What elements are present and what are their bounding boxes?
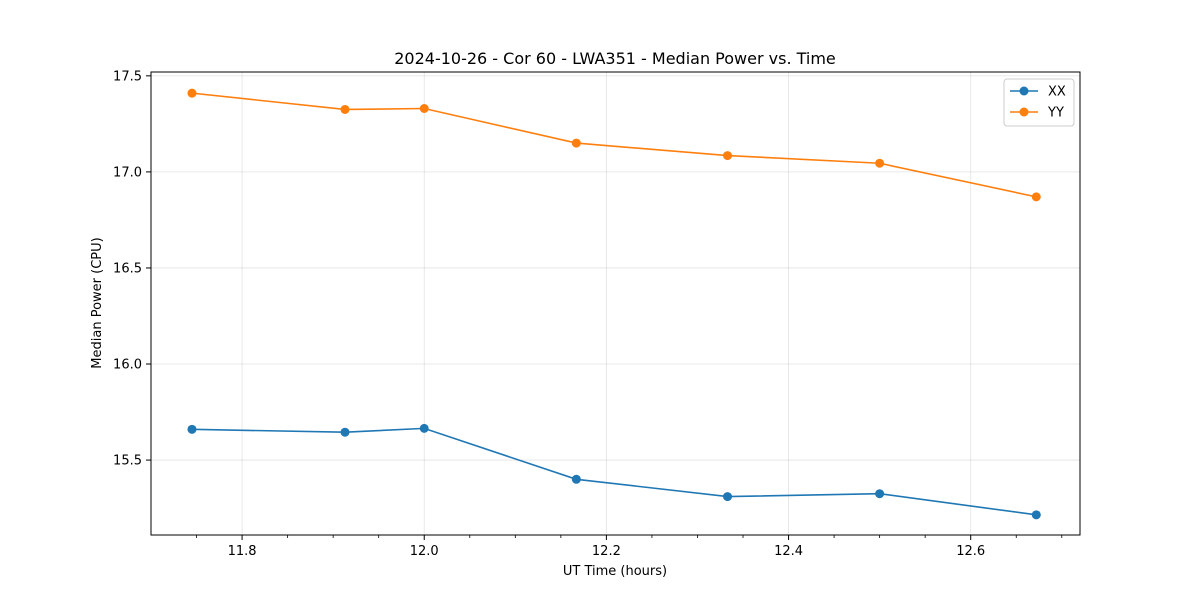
data-point-xx <box>875 489 885 499</box>
y-tick-label: 17.5 <box>113 69 142 84</box>
data-point-yy <box>1031 192 1041 202</box>
data-point-yy <box>723 151 733 161</box>
series-line-xx <box>191 427 1037 516</box>
data-point-yy <box>187 88 197 98</box>
series-layer <box>187 88 1041 520</box>
x-tick-label: 11.8 <box>228 544 257 559</box>
y-tick-label: 16.0 <box>113 358 142 373</box>
x-axis-ticks: 11.8 12.0 12.2 12.4 12.6 <box>196 535 1063 559</box>
x-axis-label: UT Time (hours) <box>563 564 667 579</box>
data-point-xx <box>1031 510 1041 520</box>
data-point-xx <box>340 427 350 437</box>
data-point-yy <box>419 104 429 114</box>
grid <box>151 72 1080 535</box>
data-point-yy <box>875 158 885 168</box>
legend-marker-xx <box>1019 86 1029 96</box>
legend-marker-yy <box>1019 107 1029 117</box>
data-point-yy <box>571 138 581 148</box>
legend-label-yy: YY <box>1047 106 1064 121</box>
y-tick-label: 17.0 <box>113 165 142 180</box>
y-axis-label: Median Power (CPU) <box>90 237 105 368</box>
series-line-yy <box>191 92 1037 198</box>
data-point-xx <box>419 423 429 433</box>
data-point-yy <box>340 104 350 114</box>
legend: XX YY <box>1003 78 1075 127</box>
y-tick-label: 16.5 <box>113 261 142 276</box>
x-tick-label: 12.6 <box>956 544 985 559</box>
y-tick-label: 15.5 <box>113 454 142 469</box>
x-tick-label: 12.4 <box>774 544 803 559</box>
data-point-xx <box>187 424 197 434</box>
y-axis-ticks: 15.5 16.0 16.5 17.0 17.5 <box>113 69 151 469</box>
data-point-xx <box>571 474 581 484</box>
x-tick-label: 12.0 <box>410 544 439 559</box>
data-point-xx <box>723 492 733 502</box>
chart-title: 2024-10-26 - Cor 60 - LWA351 - Median Po… <box>394 49 836 68</box>
plot-frame <box>150 71 1081 536</box>
legend-label-xx: XX <box>1048 85 1066 100</box>
x-tick-label: 12.2 <box>592 544 621 559</box>
